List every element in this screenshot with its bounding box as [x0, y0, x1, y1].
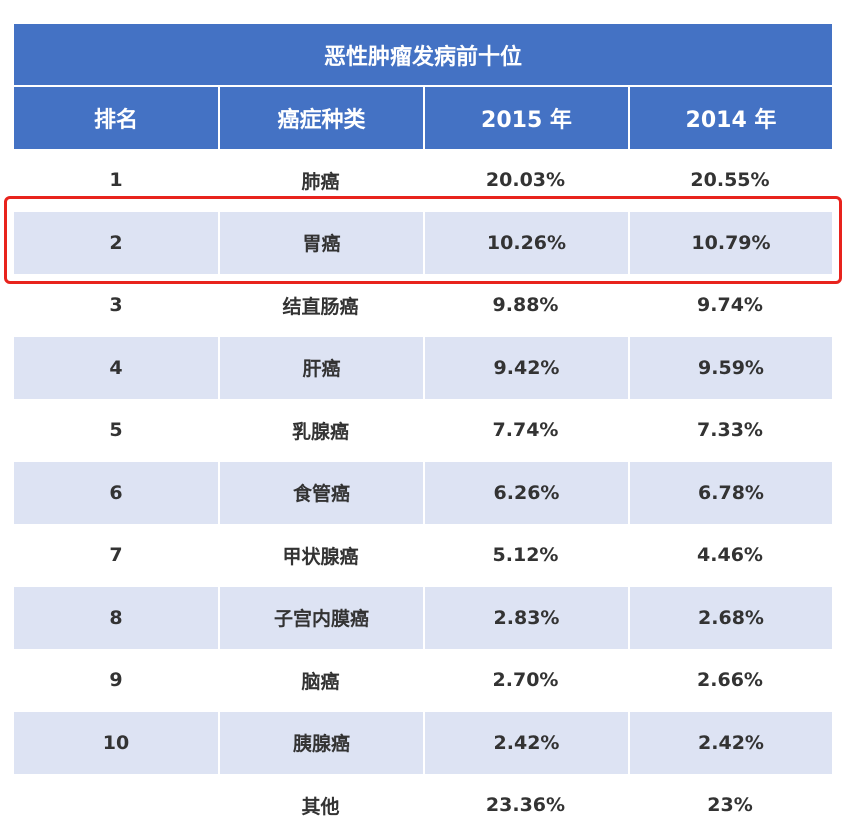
value-2015-cell: 7.74% [492, 419, 559, 442]
table-header-row: 排名 癌症种类 2015 年 2014 年 [14, 87, 832, 149]
rank-cell: 7 [109, 544, 123, 567]
value-2014-cell: 20.55% [690, 169, 770, 192]
value-2014-cell: 4.46% [697, 544, 763, 567]
cancer-type-cell: 其他 [301, 795, 340, 818]
cancer-type-cell: 胰腺癌 [218, 711, 423, 774]
table-row: 7 甲状腺癌 5.12% 4.46% [14, 524, 832, 587]
value-2015-cell: 2.42% [423, 711, 628, 774]
table-row: 9 脑癌 2.70% 2.66% [14, 649, 832, 712]
table-row: 1 肺癌 20.03% 20.55% [14, 149, 832, 212]
value-2014-cell: 2.68% [628, 586, 832, 649]
table-title: 恶性肿瘤发病前十位 [14, 24, 832, 87]
header-2015: 2015 年 [423, 87, 628, 149]
value-2014-cell: 10.79% [628, 211, 832, 274]
rank-cell: 9 [109, 669, 123, 692]
table-row: 其他 23.36% 23% [14, 774, 832, 837]
header-2014: 2014 年 [628, 87, 832, 149]
cancer-type-cell: 肺癌 [301, 170, 340, 193]
table-row: 8 子宫内膜癌 2.83% 2.68% [14, 586, 832, 649]
value-2015-cell: 23.36% [485, 794, 566, 817]
cancer-type-cell: 乳腺癌 [291, 420, 349, 443]
table-row: 10 胰腺癌 2.42% 2.42% [14, 711, 832, 774]
cancer-type-cell: 胃癌 [218, 211, 423, 274]
value-2014-cell: 23% [707, 794, 753, 817]
value-2015-cell: 6.26% [423, 461, 628, 524]
value-2014-cell: 2.42% [628, 711, 832, 774]
value-2015-cell: 10.26% [423, 211, 628, 274]
rank-cell: 1 [109, 169, 123, 192]
cancer-type-cell: 食管癌 [218, 461, 423, 524]
cancer-type-cell: 子宫内膜癌 [218, 586, 423, 649]
value-2014-cell: 9.74% [697, 294, 763, 317]
value-2015-cell: 2.83% [423, 586, 628, 649]
table-row: 4 肝癌 9.42% 9.59% [14, 336, 832, 399]
rank-cell: 3 [109, 294, 123, 317]
cancer-table: 恶性肿瘤发病前十位 排名 癌症种类 2015 年 2014 年 1 肺癌 20.03… [14, 24, 832, 837]
value-2014-cell: 9.59% [628, 336, 832, 399]
value-2015-cell: 2.70% [492, 669, 559, 692]
value-2014-cell: 7.33% [697, 419, 763, 442]
cancer-type-cell: 脑癌 [301, 670, 340, 693]
rank-cell: 4 [109, 356, 123, 379]
cancer-type-cell: 结直肠癌 [282, 295, 359, 318]
value-2015-cell: 20.03% [485, 169, 566, 192]
table-row: 5 乳腺癌 7.74% 7.33% [14, 399, 832, 462]
rank-cell: 2 [109, 231, 123, 254]
header-rank: 排名 [93, 108, 138, 133]
rank-cell: 8 [109, 606, 123, 629]
value-2014-cell: 6.78% [628, 461, 832, 524]
header-cancer-type: 癌症种类 [218, 87, 423, 149]
value-2015-cell: 5.12% [492, 544, 559, 567]
table-row: 2 胃癌 10.26% 10.79% [14, 211, 832, 274]
table-row: 6 食管癌 6.26% 6.78% [14, 461, 832, 524]
cancer-type-cell: 肝癌 [218, 336, 423, 399]
rank-cell: 6 [109, 481, 123, 504]
value-2014-cell: 2.66% [697, 669, 763, 692]
value-2015-cell: 9.42% [423, 336, 628, 399]
table-body: 1 肺癌 20.03% 20.55% 2 胃癌 10.26% 10.79% 3 结直肠癌 9.88%… [14, 149, 832, 837]
rank-cell: 10 [102, 731, 130, 754]
rank-cell [14, 774, 218, 837]
table-row: 3 结直肠癌 9.88% 9.74% [14, 274, 832, 337]
cancer-type-cell: 甲状腺癌 [282, 545, 359, 568]
rank-cell: 5 [109, 419, 123, 442]
value-2015-cell: 9.88% [492, 294, 559, 317]
